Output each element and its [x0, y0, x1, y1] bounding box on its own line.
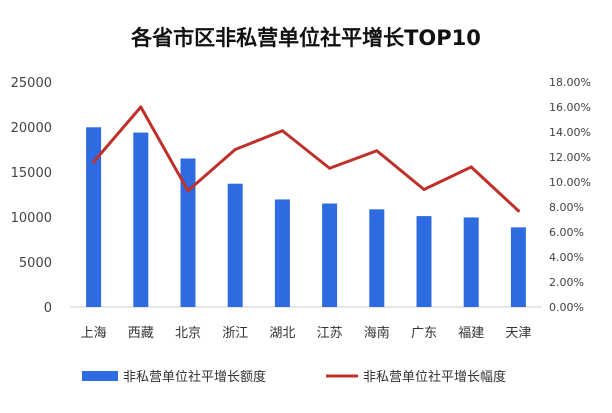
x-tick-label: 海南 — [364, 325, 390, 341]
x-tick-label: 上海 — [81, 326, 107, 341]
bar — [369, 209, 385, 307]
line-series — [92, 105, 520, 213]
series-line — [92, 105, 520, 213]
y-right-tick-label: 12.00% — [549, 151, 591, 164]
x-tick-label: 江苏 — [317, 325, 343, 341]
y-left-tick-label: 15000 — [11, 166, 52, 181]
legend: 非私营单位社平增长额度 非私营单位社平增长幅度 — [82, 369, 506, 385]
line-point — [233, 148, 237, 151]
bar — [180, 158, 196, 307]
bar — [227, 183, 243, 307]
bar — [416, 216, 432, 307]
line-point — [186, 189, 190, 193]
y-left-tick-label: 20000 — [11, 121, 52, 136]
bar — [510, 227, 526, 307]
x-tick-label: 天津 — [505, 326, 531, 341]
y-left-tick-label: 5000 — [19, 256, 52, 271]
chart-title: 各省市区非私营单位社平增长TOP10 — [130, 26, 481, 50]
x-tick-label: 福建 — [458, 326, 484, 341]
legend-bar-label: 非私营单位社平增长额度 — [123, 369, 266, 385]
y-right-tick-label: 10.00% — [549, 176, 591, 189]
y-right-tick-label: 14.00% — [549, 126, 591, 139]
x-tick-label: 北京 — [175, 326, 201, 341]
legend-bar-swatch — [82, 371, 118, 381]
y-right-tick-label: 18.00% — [549, 76, 591, 89]
bar — [322, 203, 338, 307]
line-point — [92, 160, 96, 164]
y-right-tick-label: 0.00% — [549, 301, 584, 314]
bar-series — [86, 127, 526, 308]
bar — [463, 217, 479, 307]
x-tick-label: 浙江 — [222, 326, 248, 341]
x-tick-label: 湖北 — [269, 326, 295, 341]
y-left-tick-label: 25000 — [11, 76, 52, 91]
x-tick-label: 广东 — [411, 326, 437, 341]
axes: 0 5000 10000 15000 20000 25000 0.00% 2.00% 4.00%… — [11, 76, 591, 341]
y-right-tick-label: 8.00% — [549, 201, 584, 214]
legend-line-label: 非私营单位社平增长幅度 — [363, 369, 506, 385]
y-left-tick-label: 10000 — [11, 211, 52, 226]
y-right-tick-label: 4.00% — [549, 251, 584, 264]
y-right-tick-label: 16.00% — [549, 101, 591, 114]
line-point — [469, 165, 473, 169]
line-point — [375, 149, 379, 153]
line-point — [422, 188, 426, 191]
y-left-tick-label: 0 — [44, 301, 52, 316]
x-tick-label: 西藏 — [128, 326, 154, 341]
bar — [274, 199, 290, 307]
y-right-tick-label: 2.00% — [549, 276, 584, 289]
line-point — [280, 129, 284, 133]
bar — [133, 132, 149, 307]
line-point — [328, 166, 332, 170]
line-point — [516, 209, 520, 213]
y-right-tick-label: 6.00% — [549, 226, 584, 239]
bar — [86, 127, 102, 308]
line-point — [139, 105, 143, 109]
